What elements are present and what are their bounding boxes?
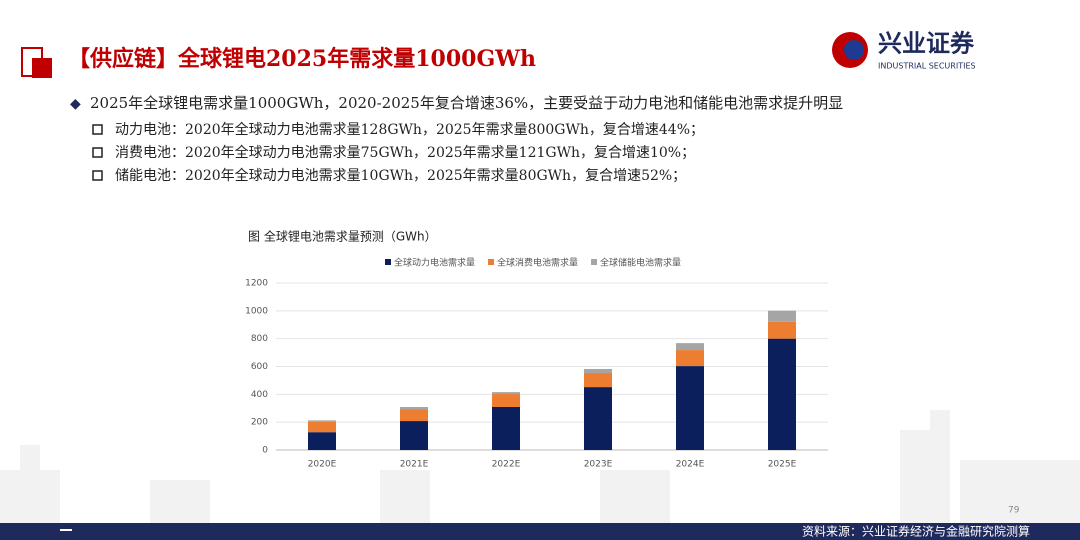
skyline [0,410,1080,523]
y-tick-label: 0 [262,446,268,456]
y-tick-label: 400 [251,390,268,400]
bullet-item: 动力电池：2020年全球动力电池需求量128GWh，2025年需求量800GWh… [115,121,704,138]
legend-swatch [385,259,391,265]
bar-segment [492,406,520,450]
legend-label: 全球储能电池需求量 [600,257,681,269]
y-tick-label: 800 [251,334,268,344]
bullet-box [92,147,103,158]
y-tick-label: 1200 [245,279,268,289]
x-tick-label: 2023E [584,460,613,470]
y-tick-label: 600 [251,362,268,372]
x-tick-label: 2021E [400,460,429,470]
bullet-box [92,170,103,181]
bar-segment [768,310,796,322]
x-tick-label: 2025E [768,460,797,470]
bullet-item: 储能电池：2020年全球动力电池需求量10GWh，2025年需求量80GWh，复… [115,167,686,184]
y-tick-label: 200 [251,418,268,428]
x-tick-label: 2022E [492,460,521,470]
bullet-icon: ◆ [70,96,81,112]
footer-bar [0,523,1080,540]
bar-segment [768,338,796,450]
legend-label: 全球消费电池需求量 [497,257,578,269]
bar-segment [400,406,428,410]
bar-segment [768,321,796,339]
chart-title: 图 全球锂电池需求量预测（GWh） [248,229,437,244]
bullet-item: 消费电池：2020年全球动力电池需求量75GWh，2025年需求量121GWh，… [115,144,695,161]
bar-segment [584,369,612,374]
bar-segment [492,394,520,407]
x-tick-label: 2024E [676,460,705,470]
bar-segment [400,421,428,450]
page-title: 【供应链】全球锂电2025年需求量1000GWh [68,46,536,72]
y-tick-label: 1000 [245,306,268,316]
bullet-box [92,124,103,135]
bar-segment [308,421,336,433]
legend-swatch [591,259,598,265]
bar-segment [308,420,336,422]
source: 资料来源：兴业证券经济与金融研究院测算 [802,524,1030,539]
logo-en: INDUSTRIAL SECURITIES [878,62,976,71]
x-tick-label: 2020E [308,460,337,470]
bar-segment [308,432,336,450]
logo-mark [844,40,864,60]
bar-segment [676,350,704,367]
bar-segment [492,392,520,395]
bullet-main: 2025年全球锂电需求量1000GWh，2020-2025年复合增速36%，主要… [90,94,843,112]
logo-name: 兴业证券 [878,29,975,58]
legend-swatch [488,259,495,265]
bar-segment [584,373,612,388]
title-icon [32,58,52,78]
bar-segment [584,387,612,450]
bar-segment [400,409,428,422]
bar-segment [676,343,704,351]
page-number: 79 [1008,506,1020,516]
legend-label: 全球动力电池需求量 [394,257,475,269]
bar-segment [676,366,704,450]
footer-dash [60,529,72,531]
